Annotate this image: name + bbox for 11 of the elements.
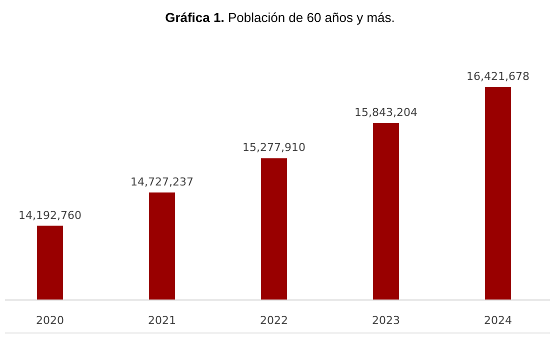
x-tick-label: 2023 — [372, 314, 400, 327]
data-label: 15,277,910 — [242, 141, 306, 154]
data-label: 15,843,204 — [354, 106, 418, 120]
data-label: 14,727,237 — [130, 175, 194, 188]
x-tick-label: 2024 — [484, 314, 512, 327]
data-label: 14,192,760 — [18, 208, 82, 222]
data-label: 16,421,678 — [466, 70, 530, 83]
x-tick-label: 2020 — [36, 314, 64, 327]
x-tick-label: 2022 — [260, 314, 288, 327]
x-tick-label: 2021 — [148, 314, 176, 327]
chart-title: Gráfica 1. Población de 60 años y más. — [165, 10, 395, 25]
